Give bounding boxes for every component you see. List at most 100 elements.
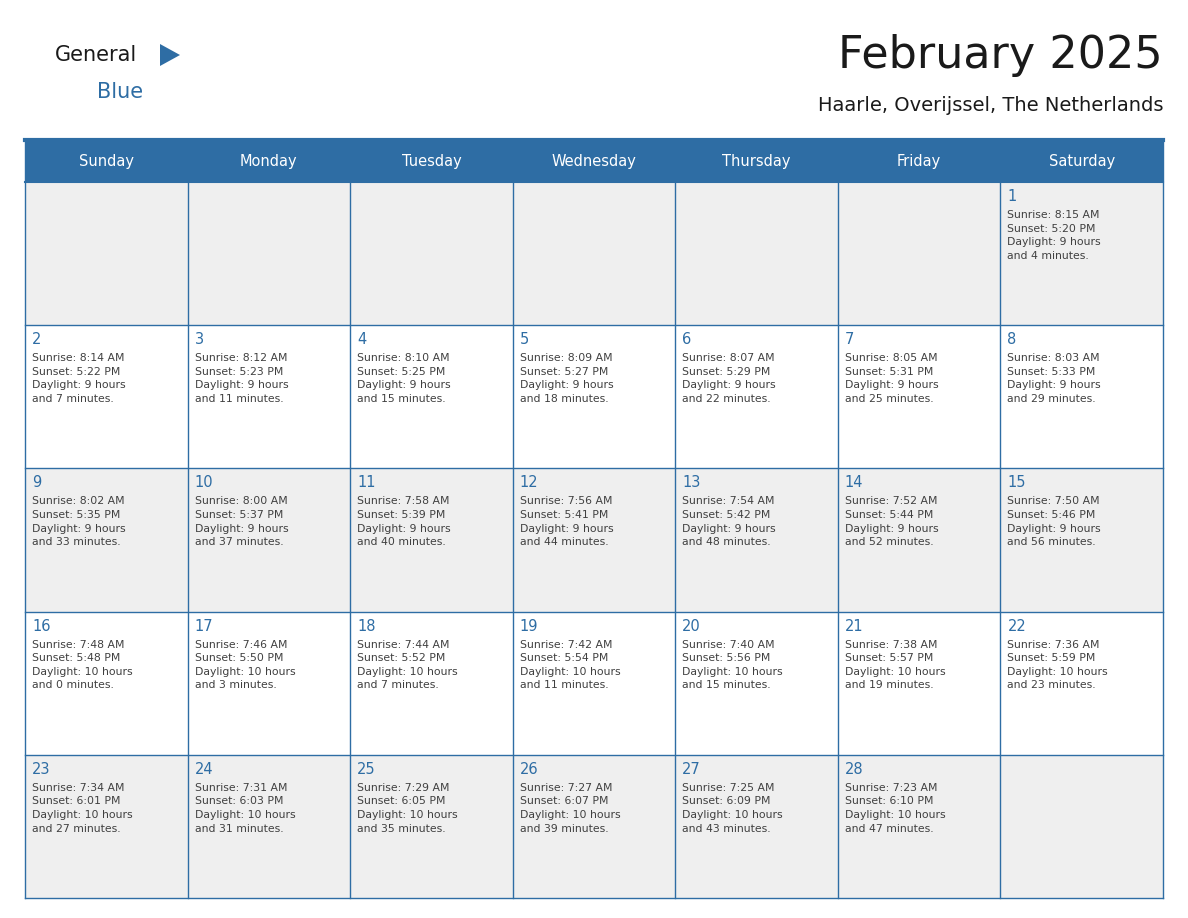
- Text: Sunrise: 8:02 AM
Sunset: 5:35 PM
Daylight: 9 hours
and 33 minutes.: Sunrise: 8:02 AM Sunset: 5:35 PM Dayligh…: [32, 497, 126, 547]
- Bar: [675, 755, 838, 898]
- Bar: [350, 140, 513, 182]
- Text: Sunrise: 7:23 AM
Sunset: 6:10 PM
Daylight: 10 hours
and 47 minutes.: Sunrise: 7:23 AM Sunset: 6:10 PM Dayligh…: [845, 783, 946, 834]
- Bar: [350, 611, 513, 755]
- Text: Wednesday: Wednesday: [551, 153, 637, 169]
- Bar: [188, 611, 350, 755]
- Text: 26: 26: [519, 762, 538, 777]
- Text: 21: 21: [845, 619, 864, 633]
- Text: Sunrise: 7:44 AM
Sunset: 5:52 PM
Daylight: 10 hours
and 7 minutes.: Sunrise: 7:44 AM Sunset: 5:52 PM Dayligh…: [358, 640, 457, 690]
- Text: 18: 18: [358, 619, 375, 633]
- Text: 13: 13: [682, 476, 701, 490]
- Bar: [350, 182, 513, 325]
- Text: 11: 11: [358, 476, 375, 490]
- Text: Sunrise: 8:12 AM
Sunset: 5:23 PM
Daylight: 9 hours
and 11 minutes.: Sunrise: 8:12 AM Sunset: 5:23 PM Dayligh…: [195, 353, 289, 404]
- Text: Sunrise: 7:31 AM
Sunset: 6:03 PM
Daylight: 10 hours
and 31 minutes.: Sunrise: 7:31 AM Sunset: 6:03 PM Dayligh…: [195, 783, 295, 834]
- Bar: [188, 182, 350, 325]
- Bar: [675, 325, 838, 468]
- Text: Sunrise: 7:52 AM
Sunset: 5:44 PM
Daylight: 9 hours
and 52 minutes.: Sunrise: 7:52 AM Sunset: 5:44 PM Dayligh…: [845, 497, 939, 547]
- Text: 7: 7: [845, 332, 854, 347]
- Polygon shape: [160, 44, 181, 66]
- Text: Thursday: Thursday: [722, 153, 791, 169]
- Text: Sunrise: 8:03 AM
Sunset: 5:33 PM
Daylight: 9 hours
and 29 minutes.: Sunrise: 8:03 AM Sunset: 5:33 PM Dayligh…: [1007, 353, 1101, 404]
- Bar: [675, 182, 838, 325]
- Text: 19: 19: [519, 619, 538, 633]
- Text: Sunrise: 8:00 AM
Sunset: 5:37 PM
Daylight: 9 hours
and 37 minutes.: Sunrise: 8:00 AM Sunset: 5:37 PM Dayligh…: [195, 497, 289, 547]
- Bar: [1000, 182, 1163, 325]
- Bar: [25, 182, 188, 325]
- Text: Sunrise: 7:42 AM
Sunset: 5:54 PM
Daylight: 10 hours
and 11 minutes.: Sunrise: 7:42 AM Sunset: 5:54 PM Dayligh…: [519, 640, 620, 690]
- Bar: [188, 325, 350, 468]
- Text: General: General: [55, 45, 138, 65]
- Text: 23: 23: [32, 762, 51, 777]
- Text: Sunrise: 8:10 AM
Sunset: 5:25 PM
Daylight: 9 hours
and 15 minutes.: Sunrise: 8:10 AM Sunset: 5:25 PM Dayligh…: [358, 353, 450, 404]
- Text: 22: 22: [1007, 619, 1026, 633]
- Text: 1: 1: [1007, 189, 1017, 204]
- Bar: [675, 140, 838, 182]
- Bar: [513, 140, 675, 182]
- Bar: [1000, 140, 1163, 182]
- Text: 2: 2: [32, 332, 42, 347]
- Bar: [1000, 325, 1163, 468]
- Text: 5: 5: [519, 332, 529, 347]
- Text: Sunrise: 7:48 AM
Sunset: 5:48 PM
Daylight: 10 hours
and 0 minutes.: Sunrise: 7:48 AM Sunset: 5:48 PM Dayligh…: [32, 640, 133, 690]
- Text: 27: 27: [682, 762, 701, 777]
- Text: February 2025: February 2025: [839, 33, 1163, 76]
- Text: 10: 10: [195, 476, 213, 490]
- Bar: [838, 611, 1000, 755]
- Text: Sunrise: 7:56 AM
Sunset: 5:41 PM
Daylight: 9 hours
and 44 minutes.: Sunrise: 7:56 AM Sunset: 5:41 PM Dayligh…: [519, 497, 613, 547]
- Bar: [838, 140, 1000, 182]
- Bar: [838, 182, 1000, 325]
- Text: 24: 24: [195, 762, 213, 777]
- Bar: [25, 755, 188, 898]
- Bar: [838, 468, 1000, 611]
- Text: Sunrise: 7:38 AM
Sunset: 5:57 PM
Daylight: 10 hours
and 19 minutes.: Sunrise: 7:38 AM Sunset: 5:57 PM Dayligh…: [845, 640, 946, 690]
- Text: 3: 3: [195, 332, 203, 347]
- Text: Sunrise: 7:25 AM
Sunset: 6:09 PM
Daylight: 10 hours
and 43 minutes.: Sunrise: 7:25 AM Sunset: 6:09 PM Dayligh…: [682, 783, 783, 834]
- Text: 25: 25: [358, 762, 375, 777]
- Text: Sunrise: 7:40 AM
Sunset: 5:56 PM
Daylight: 10 hours
and 15 minutes.: Sunrise: 7:40 AM Sunset: 5:56 PM Dayligh…: [682, 640, 783, 690]
- Bar: [1000, 468, 1163, 611]
- Bar: [838, 325, 1000, 468]
- Text: Tuesday: Tuesday: [402, 153, 461, 169]
- Text: 14: 14: [845, 476, 864, 490]
- Bar: [513, 325, 675, 468]
- Bar: [25, 468, 188, 611]
- Text: Sunrise: 8:07 AM
Sunset: 5:29 PM
Daylight: 9 hours
and 22 minutes.: Sunrise: 8:07 AM Sunset: 5:29 PM Dayligh…: [682, 353, 776, 404]
- Text: Haarle, Overijssel, The Netherlands: Haarle, Overijssel, The Netherlands: [817, 95, 1163, 115]
- Bar: [675, 468, 838, 611]
- Text: Sunrise: 7:58 AM
Sunset: 5:39 PM
Daylight: 9 hours
and 40 minutes.: Sunrise: 7:58 AM Sunset: 5:39 PM Dayligh…: [358, 497, 450, 547]
- Text: 16: 16: [32, 619, 51, 633]
- Text: Sunrise: 8:09 AM
Sunset: 5:27 PM
Daylight: 9 hours
and 18 minutes.: Sunrise: 8:09 AM Sunset: 5:27 PM Dayligh…: [519, 353, 613, 404]
- Bar: [1000, 611, 1163, 755]
- Text: 28: 28: [845, 762, 864, 777]
- Bar: [25, 140, 188, 182]
- Text: Sunrise: 7:50 AM
Sunset: 5:46 PM
Daylight: 9 hours
and 56 minutes.: Sunrise: 7:50 AM Sunset: 5:46 PM Dayligh…: [1007, 497, 1101, 547]
- Text: Sunrise: 7:29 AM
Sunset: 6:05 PM
Daylight: 10 hours
and 35 minutes.: Sunrise: 7:29 AM Sunset: 6:05 PM Dayligh…: [358, 783, 457, 834]
- Text: Sunrise: 8:15 AM
Sunset: 5:20 PM
Daylight: 9 hours
and 4 minutes.: Sunrise: 8:15 AM Sunset: 5:20 PM Dayligh…: [1007, 210, 1101, 261]
- Text: 8: 8: [1007, 332, 1017, 347]
- Bar: [188, 140, 350, 182]
- Text: Sunrise: 7:46 AM
Sunset: 5:50 PM
Daylight: 10 hours
and 3 minutes.: Sunrise: 7:46 AM Sunset: 5:50 PM Dayligh…: [195, 640, 295, 690]
- Bar: [513, 611, 675, 755]
- Bar: [513, 182, 675, 325]
- Text: 15: 15: [1007, 476, 1026, 490]
- Text: Friday: Friday: [897, 153, 941, 169]
- Text: 9: 9: [32, 476, 42, 490]
- Bar: [1000, 755, 1163, 898]
- Bar: [350, 755, 513, 898]
- Text: Monday: Monday: [240, 153, 298, 169]
- Bar: [513, 468, 675, 611]
- Bar: [25, 325, 188, 468]
- Text: 6: 6: [682, 332, 691, 347]
- Bar: [350, 468, 513, 611]
- Text: Sunrise: 8:14 AM
Sunset: 5:22 PM
Daylight: 9 hours
and 7 minutes.: Sunrise: 8:14 AM Sunset: 5:22 PM Dayligh…: [32, 353, 126, 404]
- Bar: [25, 611, 188, 755]
- Bar: [838, 755, 1000, 898]
- Text: 20: 20: [682, 619, 701, 633]
- Bar: [675, 611, 838, 755]
- Text: Blue: Blue: [97, 82, 143, 102]
- Text: Sunday: Sunday: [78, 153, 134, 169]
- Text: Sunrise: 7:27 AM
Sunset: 6:07 PM
Daylight: 10 hours
and 39 minutes.: Sunrise: 7:27 AM Sunset: 6:07 PM Dayligh…: [519, 783, 620, 834]
- Bar: [350, 325, 513, 468]
- Text: 17: 17: [195, 619, 213, 633]
